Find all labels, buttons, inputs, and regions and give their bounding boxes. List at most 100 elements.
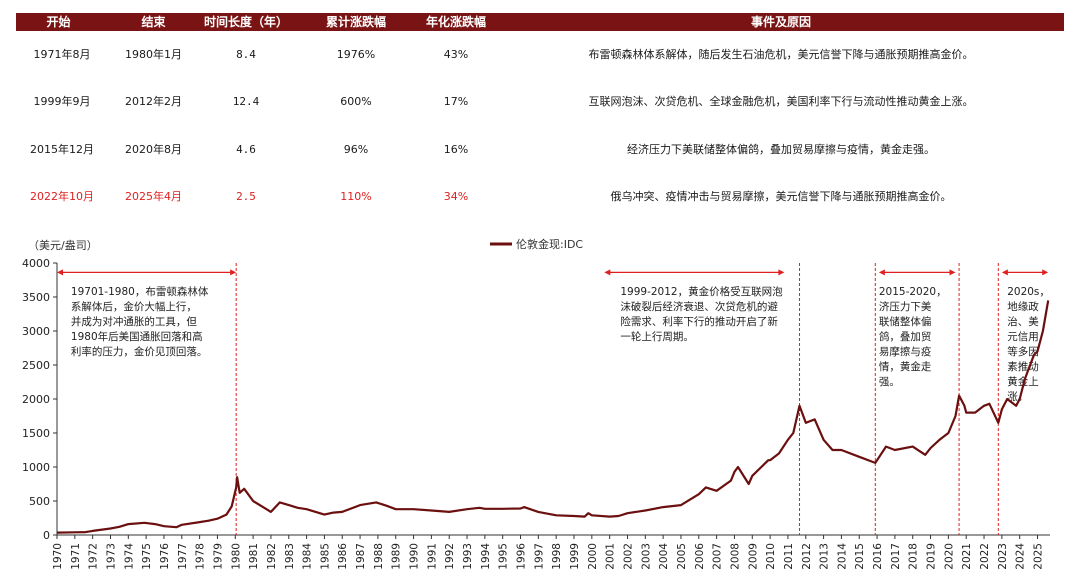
table-row: 2015年12月 2020年8月 4.6 96% 16% 经济压力下美联储整体偏… xyxy=(16,140,1064,160)
x-tick-label: 2007 xyxy=(712,543,724,570)
table-row: 1971年8月 1980年1月 8.4 1976% 43% 布雷顿森林体系解体，… xyxy=(16,45,1064,65)
x-tick-label: 1976 xyxy=(159,543,171,570)
x-tick-label: 2004 xyxy=(658,543,670,570)
cell-end: 2020年8月 xyxy=(125,143,182,156)
annotation-text: 2015-2020，济压力下美联储整体偏鸽，叠加贸易摩擦与疫情，黄金走强。 xyxy=(879,286,947,388)
annotation-text: 19701-1980，布雷顿森林体系解体后，金价大幅上行，并成为对冲通胀的工具，… xyxy=(71,285,209,358)
y-tick-label: 3000 xyxy=(22,325,50,338)
x-tick-label: 1977 xyxy=(177,543,189,570)
x-tick-label: 2015 xyxy=(854,543,866,570)
table-header: 开始 结束 时间长度（年） 累计涨跌幅 年化涨跌幅 事件及原因 xyxy=(16,13,1064,31)
x-tick-label: 1972 xyxy=(88,543,100,570)
header-years: 时间长度（年） xyxy=(203,15,288,29)
x-tick-label: 1992 xyxy=(444,543,456,570)
table-row-highlight: 2022年10月 2025年4月 2.5 110% 34% 俄乌冲突、疫情冲击与… xyxy=(16,187,1064,207)
series-line-gold xyxy=(56,300,1050,534)
x-tick-label: 2011 xyxy=(783,543,795,570)
x-tick-label: 1997 xyxy=(533,543,545,570)
y-tick-label: 2000 xyxy=(22,393,50,406)
cell-end: 1980年1月 xyxy=(125,48,182,61)
x-tick-label: 2013 xyxy=(819,543,831,570)
cell-start: 1971年8月 xyxy=(33,48,91,61)
x-tick-label: 1988 xyxy=(373,543,385,570)
cell-annualized: 43% xyxy=(443,48,469,61)
y-tick-label: 0 xyxy=(43,529,50,542)
period-arrow xyxy=(1001,269,1049,276)
x-tick-label: 1974 xyxy=(123,543,135,570)
x-tick-label: 1986 xyxy=(337,543,349,570)
cell-years: 2.5 xyxy=(236,190,256,203)
header-reason: 事件及原因 xyxy=(750,15,811,29)
header-end: 结束 xyxy=(141,15,166,29)
x-tick-label: 2005 xyxy=(676,543,688,570)
period-arrow xyxy=(57,269,237,276)
header-start: 开始 xyxy=(46,15,71,29)
y-tick-label: 1500 xyxy=(22,427,50,440)
y-tick-label: 500 xyxy=(29,495,50,508)
x-tick-label: 1984 xyxy=(302,543,314,570)
x-tick-label: 2017 xyxy=(890,543,902,570)
x-tick-label: 2006 xyxy=(694,543,706,570)
x-tick-label: 2010 xyxy=(765,543,777,570)
cell-years: 4.6 xyxy=(236,143,256,156)
cell-cumulative: 110% xyxy=(340,190,372,203)
y-axis-unit-label: （美元/盎司） xyxy=(28,238,98,252)
y-tick-label: 4000 xyxy=(22,257,50,270)
cell-annualized: 17% xyxy=(443,95,469,108)
x-tick-label: 2000 xyxy=(587,543,599,570)
cell-reason: 经济压力下美联储整体偏鸽，叠加贸易摩擦与疫情，黄金走强。 xyxy=(627,143,935,156)
x-tick-label: 2008 xyxy=(729,543,741,570)
x-tick-label: 1970 xyxy=(52,543,64,570)
x-tick-label: 1983 xyxy=(284,543,296,570)
x-tick-label: 1979 xyxy=(212,543,224,570)
cell-end: 2012年2月 xyxy=(125,95,182,108)
x-tick-label: 1990 xyxy=(409,543,421,570)
cell-start: 2015年12月 xyxy=(30,143,94,156)
x-tick-label: 2009 xyxy=(747,543,759,570)
x-tick-label: 1993 xyxy=(462,543,474,570)
x-tick-label: 1973 xyxy=(105,543,117,570)
x-tick-label: 2025 xyxy=(1033,543,1045,570)
cell-years: 8.4 xyxy=(236,48,256,61)
gold-price-chart: （美元/盎司） 伦敦金现:IDC 0 500 1000 1500 2000 2500 300… xyxy=(22,237,1050,570)
cell-end: 2025年4月 xyxy=(125,190,182,203)
x-tick-label: 1980 xyxy=(230,543,242,570)
annotation-text: 1999-2012，黄金价格受互联网泡沫破裂后经济衰退、次贷危机的避险需求、利率… xyxy=(620,285,783,343)
y-tick-label: 3500 xyxy=(22,291,50,304)
x-tick-label: 2012 xyxy=(801,543,813,570)
x-tick-label: 2001 xyxy=(605,543,617,570)
y-tick-label: 2500 xyxy=(22,359,50,372)
x-tick-label: 1995 xyxy=(498,543,510,570)
x-tick-label: 1989 xyxy=(391,543,403,570)
x-tick-label: 2003 xyxy=(640,543,652,570)
table-row: 1999年9月 2012年2月 12.4 600% 17% 互联网泡沫、次贷危机… xyxy=(16,92,1064,112)
x-tick-label: 2002 xyxy=(622,543,634,570)
x-tick-label: 1975 xyxy=(141,543,153,570)
x-tick-label: 1987 xyxy=(355,543,367,570)
x-tick-label: 2018 xyxy=(908,543,920,570)
annotations: 19701-1980，布雷顿森林体系解体后，金价大幅上行，并成为对冲通胀的工具，… xyxy=(71,285,1050,403)
x-tick-label: 1996 xyxy=(516,543,528,570)
x-tick-label: 2014 xyxy=(836,543,848,570)
cell-reason: 俄乌冲突、疫情冲击与贸易摩擦，美元信誉下降与通胀预期推高金价。 xyxy=(610,190,952,203)
cell-start: 2022年10月 xyxy=(30,190,94,203)
period-arrow xyxy=(604,269,785,276)
legend-label: 伦敦金现:IDC xyxy=(516,237,583,251)
header-cumulative: 累计涨跌幅 xyxy=(325,15,386,29)
x-tick-label: 1971 xyxy=(70,543,82,570)
cell-years: 12.4 xyxy=(232,95,260,108)
axes: 0 500 1000 1500 2000 2500 3000 3500 4000 1970 1971… xyxy=(22,257,1050,570)
x-tick-label: 1978 xyxy=(195,543,207,570)
cell-cumulative: 600% xyxy=(340,95,372,108)
cell-reason: 互联网泡沫、次贷危机、全球金融危机，美国利率下行与流动性推动黄金上涨。 xyxy=(588,95,974,108)
period-arrows xyxy=(57,269,1049,276)
cell-annualized: 16% xyxy=(443,143,469,156)
cell-start: 1999年9月 xyxy=(33,95,91,108)
x-tick-label: 2020 xyxy=(943,543,955,570)
header-annualized: 年化涨跌幅 xyxy=(425,15,486,29)
x-tick-label: 1994 xyxy=(480,543,492,570)
x-tick-label: 2016 xyxy=(872,543,884,570)
period-arrow xyxy=(878,269,956,276)
x-tick-label: 1981 xyxy=(248,543,260,570)
x-tick-label: 2023 xyxy=(997,543,1009,570)
